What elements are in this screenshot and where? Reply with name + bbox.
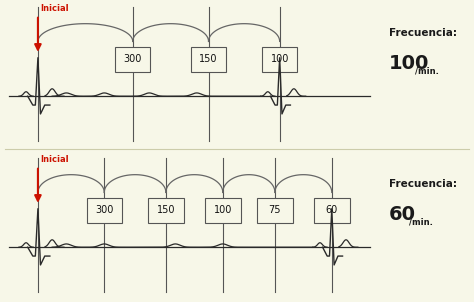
FancyBboxPatch shape	[257, 198, 292, 223]
Text: Frecuencia:: Frecuencia:	[389, 178, 456, 188]
Text: 75: 75	[269, 205, 281, 215]
Text: Frecuencia:: Frecuencia:	[389, 27, 456, 37]
Text: 300: 300	[124, 54, 142, 64]
Text: /min.: /min.	[415, 66, 438, 76]
FancyBboxPatch shape	[115, 47, 151, 72]
Text: 60: 60	[326, 205, 338, 215]
FancyBboxPatch shape	[148, 198, 184, 223]
FancyBboxPatch shape	[314, 198, 349, 223]
Text: 150: 150	[199, 54, 218, 64]
Text: 100: 100	[271, 54, 289, 64]
FancyBboxPatch shape	[205, 198, 240, 223]
FancyBboxPatch shape	[191, 47, 226, 72]
Text: 60: 60	[389, 205, 416, 224]
Text: Inicial: Inicial	[40, 156, 69, 165]
Text: 100: 100	[214, 205, 232, 215]
Text: 100: 100	[389, 54, 429, 73]
FancyBboxPatch shape	[262, 47, 298, 72]
Text: /min.: /min.	[409, 217, 432, 226]
Text: Inicial: Inicial	[40, 5, 69, 14]
Text: 300: 300	[95, 205, 113, 215]
Text: 150: 150	[156, 205, 175, 215]
FancyBboxPatch shape	[86, 198, 122, 223]
